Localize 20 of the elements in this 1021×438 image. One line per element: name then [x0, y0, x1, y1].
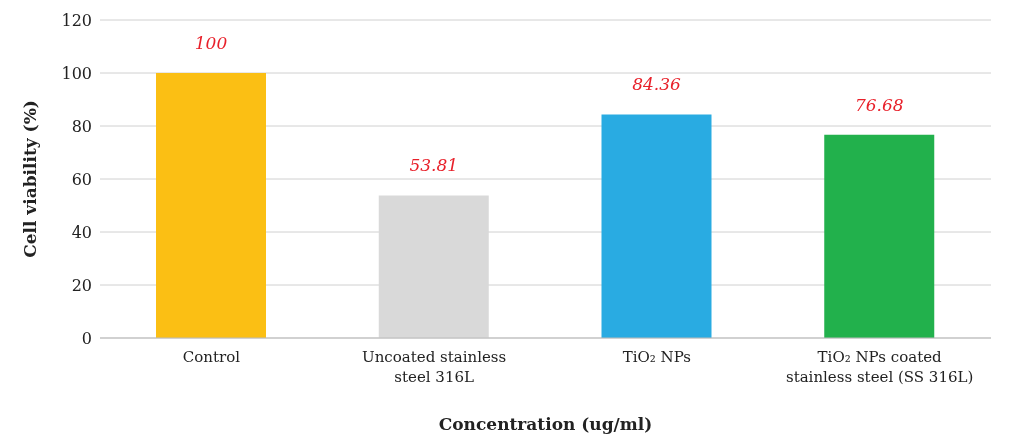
x-tick-label: TiO₂ NPs coated stainless steel (SS 316L): [785, 348, 974, 386]
data-label: 76.68: [854, 94, 904, 115]
y-tick-label: 0: [81, 328, 92, 348]
data-label: 53.81: [409, 155, 459, 176]
y-tick-label: 120: [61, 10, 92, 30]
x-tick-label: Control: [182, 348, 241, 366]
x-tick-label: TiO₂ NPs: [622, 348, 692, 366]
y-axis-title: Cell viability (%): [20, 100, 41, 258]
bar: [601, 114, 712, 338]
bar: [156, 73, 266, 338]
y-tick-label: 40: [71, 222, 92, 242]
y-tick-label: 100: [61, 63, 92, 83]
x-axis-title: Concentration (ug/ml): [438, 414, 653, 434]
bar: [824, 134, 935, 338]
y-tick-label: 80: [71, 116, 92, 136]
y-tick-label: 60: [71, 169, 92, 189]
data-label: 100: [194, 33, 228, 53]
y-tick-label: 20: [71, 275, 92, 295]
data-label: 84.36: [632, 74, 682, 95]
x-tick-label: Uncoated stainless steel 316L: [362, 348, 507, 386]
